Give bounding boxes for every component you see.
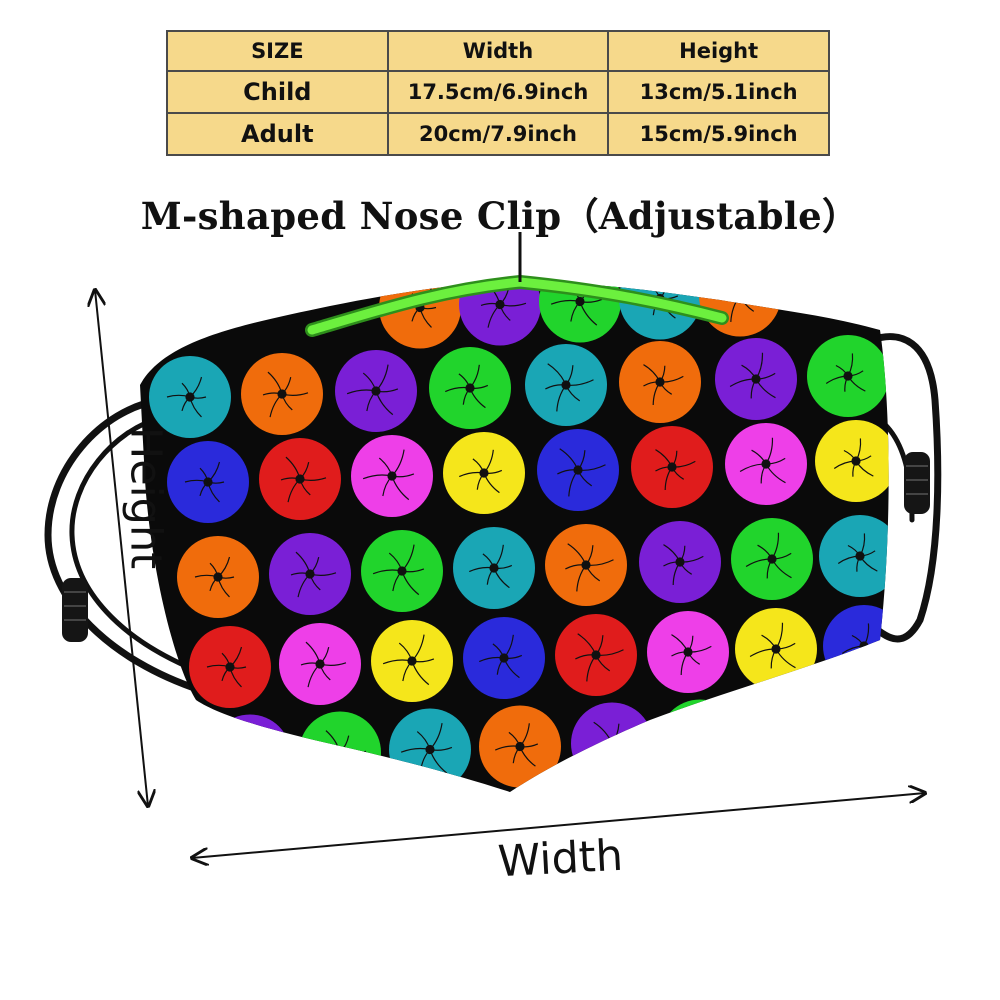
size-table-row: Adult 20cm/7.9inch 15cm/5.9inch [166, 112, 830, 156]
neuron-sketch-icon [479, 634, 523, 679]
width-value: 20cm/7.9inch [386, 112, 610, 156]
neuron-sketch-icon [763, 711, 810, 757]
neuron-sketch-icon [459, 449, 503, 494]
neuron-sketch-icon [194, 556, 235, 598]
neuron-dot-icon [659, 699, 741, 782]
neuron-dot-icon [749, 696, 831, 779]
neuron-sketch-icon [729, 352, 776, 399]
neuron-sketch-icon [290, 551, 337, 598]
left-loop-adjuster-icon [62, 578, 88, 642]
mask-body [140, 282, 889, 792]
right-loop-adjuster-icon [904, 452, 930, 514]
neuron-sketch-icon [643, 364, 684, 406]
neuron-sketch-icon [445, 364, 489, 409]
neuron-sketch-icon [300, 641, 347, 688]
neuron-sketch-icon [495, 723, 539, 767]
neuron-dot-icon [699, 282, 781, 337]
neuron-sketch-icon [280, 456, 327, 503]
height-value: 15cm/5.9inch [607, 112, 830, 156]
neuron-sketch-icon [663, 544, 704, 586]
neuron-sketch-icon [671, 634, 712, 676]
neuron-sketch-icon [469, 544, 513, 589]
neuron-sketch-icon [565, 543, 614, 592]
height-arrow-icon [95, 290, 148, 806]
neuron-sketch-icon [184, 461, 225, 503]
neuron-sketch-icon [166, 376, 207, 418]
neuron-sketch-icon [749, 622, 796, 669]
neuron-sketch-icon [346, 364, 399, 416]
neuron-sketch-icon [837, 533, 878, 572]
neuron-sketch-icon [833, 438, 874, 477]
neuron-sketch-icon [226, 735, 267, 776]
neuron-sketch-icon [206, 646, 247, 688]
neuron-sketch-icon [372, 544, 425, 596]
height-label: Height [120, 426, 171, 570]
size-table: SIZE Width Height Child 17.5cm/6.9inch 1… [166, 30, 830, 156]
neuron-sketch-icon [400, 723, 453, 774]
width-value: 17.5cm/6.9inch [386, 70, 610, 114]
width-header: Width [386, 30, 610, 72]
neuron-sketch-icon [262, 371, 309, 418]
neuron-dot-icon [209, 714, 291, 792]
size-label: Adult [166, 112, 389, 156]
neuron-sketch-icon [480, 282, 527, 328]
height-header: Height [607, 30, 830, 72]
nose-clip-title: M-shaped Nose Clip（Adjustable） [140, 194, 860, 238]
neuron-sketch-icon [825, 353, 866, 392]
neuron-sketch-icon [683, 722, 724, 764]
neuron-sketch-icon [655, 449, 696, 491]
neuron-sketch-icon [575, 633, 624, 682]
width-label: Width [496, 830, 625, 888]
size-table-header-row: SIZE Width Height [166, 30, 830, 72]
size-header: SIZE [166, 30, 389, 72]
neuron-sketch-icon [745, 532, 792, 579]
neuron-sketch-icon [557, 448, 606, 497]
neuron-sketch-icon [739, 437, 786, 484]
size-table-row: Child 17.5cm/6.9inch 13cm/5.1inch [166, 70, 830, 114]
neuron-sketch-icon [382, 634, 435, 686]
neuron-sketch-icon [545, 363, 594, 412]
size-label: Child [166, 70, 389, 114]
neuron-dot-icon [571, 702, 653, 785]
width-arrow-icon [192, 793, 925, 858]
neuron-dot-icon [299, 711, 381, 792]
height-value: 13cm/5.1inch [607, 70, 830, 114]
neuron-sketch-icon [362, 449, 415, 501]
